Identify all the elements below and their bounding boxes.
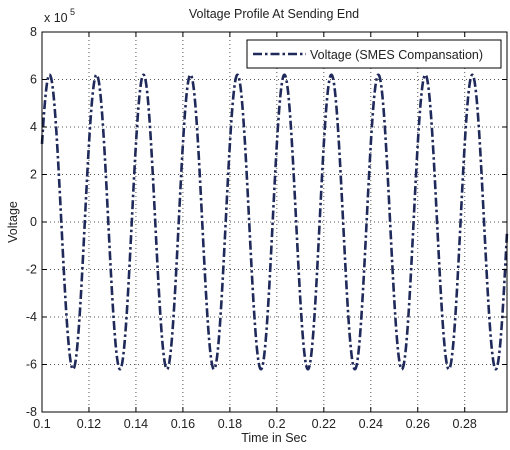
voltage-series-line [40, 73, 509, 371]
x-axis-label: Time in Sec [241, 431, 307, 445]
y-axis-label: Voltage [6, 201, 20, 243]
y-exponent-label: x 10 [44, 11, 68, 25]
grid [42, 32, 507, 412]
y-tick-label: -6 [26, 358, 37, 372]
y-tick-label: -2 [26, 263, 37, 277]
y-tick-label: 4 [30, 120, 37, 134]
chart-title: Voltage Profile At Sending End [189, 7, 359, 21]
x-tick-label: 0.12 [77, 417, 101, 431]
y-exponent-power: 5 [70, 7, 75, 17]
y-tick-label: 6 [30, 73, 37, 87]
legend: Voltage (SMES Compansation) [246, 39, 502, 69]
y-tick-label: -4 [26, 310, 37, 324]
x-tick-label: 0.22 [312, 417, 336, 431]
y-tick-label: 0 [30, 215, 37, 229]
x-tick-label: 0.18 [218, 417, 242, 431]
x-tick-label: 0.26 [406, 417, 430, 431]
series-layer [40, 73, 509, 371]
x-tick-label: 0.2 [268, 417, 285, 431]
x-tick-label: 0.16 [171, 417, 195, 431]
x-tick-label: 0.14 [124, 417, 148, 431]
y-tick-label: 2 [30, 168, 37, 182]
y-tick-label: 8 [30, 25, 37, 39]
legend-label: Voltage (SMES Compansation) [310, 48, 483, 62]
x-tick-label: 0.28 [453, 417, 477, 431]
ticks-layer: 0.1 0.12 0.14 0.16 0.18 0.2 0.22 0.24 0.26 0.28 -8… [26, 25, 507, 431]
y-tick-label: -8 [26, 405, 37, 419]
x-tick-label: 0.1 [33, 417, 50, 431]
x-tick-label: 0.24 [359, 417, 383, 431]
